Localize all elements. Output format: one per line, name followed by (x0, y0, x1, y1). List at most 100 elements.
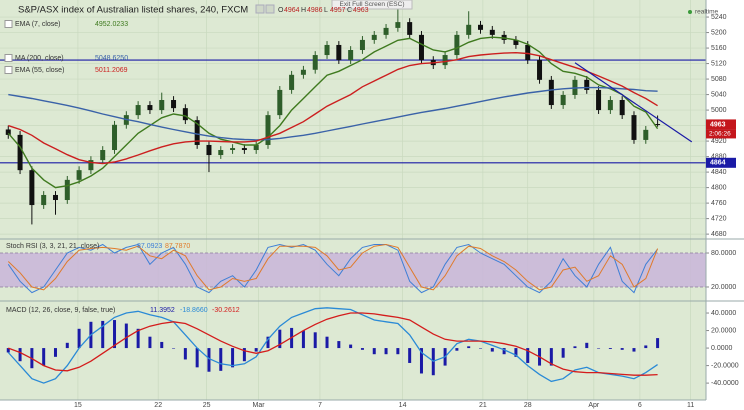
y-tick-label: 4840 (711, 169, 727, 176)
legend-checkbox[interactable] (4, 66, 13, 74)
legend-checkbox[interactable] (4, 54, 13, 62)
oscillator-line (7, 243, 658, 294)
x-tick-label: Apr (588, 402, 600, 409)
histogram-bar (502, 348, 506, 355)
y-tick-label: 4760 (711, 200, 727, 207)
candle-body (289, 74, 295, 90)
legend-value: 5011.2069 (95, 67, 128, 74)
status-label: realtime (695, 9, 719, 16)
candle-body (418, 34, 424, 61)
candle-body (596, 89, 602, 111)
hud: EMA (7, close) 4952.0233 MA (200, close) 50… (4, 7, 736, 314)
price-axis-background (706, 0, 744, 410)
candle-body (478, 24, 484, 30)
y-tick-label: 4880 (711, 153, 727, 160)
histogram-bar (549, 348, 553, 366)
y-tick-label: 80.0000 (711, 250, 736, 257)
legend-checkbox[interactable] (4, 20, 13, 28)
macd-line (8, 312, 658, 376)
histogram-bar (632, 348, 636, 352)
exit-button-label[interactable]: Exit Full Screen (ESC) (339, 1, 404, 8)
exit-button[interactable] (331, 0, 413, 10)
histogram-bar (65, 342, 69, 349)
histogram-bar (18, 348, 22, 362)
x-tick-label: 28 (524, 402, 532, 409)
histogram-bar (148, 336, 152, 349)
candle-body (17, 134, 23, 171)
ohlc-value: 4964 (284, 7, 300, 14)
legend-value: 4952.0233 (95, 21, 128, 28)
candle-body (336, 44, 342, 61)
panel-value: -30.2612 (212, 307, 240, 314)
x-tick-label: 14 (399, 402, 407, 409)
icon-box[interactable] (255, 4, 265, 14)
histogram-bar (455, 348, 459, 351)
histogram-bar (101, 320, 105, 349)
histogram-bar (172, 348, 176, 349)
candle-body (64, 179, 70, 201)
candle-body (395, 22, 401, 28)
candle-body (194, 120, 200, 145)
y-tick-label: 5200 (711, 29, 727, 36)
oscillator-line (7, 243, 659, 291)
panel-value: 87.7870 (165, 243, 190, 250)
candle-body (277, 89, 283, 116)
histogram-bar (136, 328, 140, 349)
x-tick-label: 25 (203, 402, 211, 409)
y-tick-label: -40.0000 (711, 380, 739, 387)
candle-body (348, 50, 354, 61)
histogram-bar (408, 348, 412, 363)
candle-body (442, 55, 448, 66)
histogram-bar (183, 348, 187, 360)
histogram-bar (396, 348, 400, 355)
candle-body (643, 129, 649, 140)
x-tick-label: 7 (318, 402, 322, 409)
candle-body (253, 144, 259, 151)
y-tick-label: 20.0000 (711, 327, 736, 334)
histogram-bar (419, 348, 423, 374)
last-price-label: 4963 (710, 121, 726, 128)
countdown-label: 2:06:26 (709, 131, 731, 138)
histogram-bar (207, 348, 211, 372)
trendline (574, 62, 693, 143)
x-tick-label: 11 (687, 402, 694, 409)
ohlc-letter: H (301, 7, 306, 14)
x-tick-label: 6 (638, 402, 642, 409)
candle-body (206, 144, 212, 156)
histogram-bar (644, 345, 648, 349)
candle-body (383, 27, 389, 35)
histogram-bar (585, 342, 589, 349)
histogram-bar (313, 332, 317, 349)
ohlc-letter: C (347, 7, 352, 14)
ohlc-letter: L (324, 7, 328, 14)
x-tick-label: 15 (74, 402, 82, 409)
histogram-bar (301, 330, 305, 349)
candle-body (88, 160, 94, 171)
legend-value: 5048.6250 (95, 55, 128, 62)
histogram-bar (608, 348, 612, 349)
x-tick-label: Mar (253, 402, 266, 409)
histogram-bar (124, 323, 128, 349)
candle-body (584, 79, 590, 90)
icon-box[interactable] (265, 4, 275, 14)
plot-background (0, 0, 706, 400)
histogram-bar (231, 348, 235, 368)
histogram-bar (160, 341, 164, 349)
y-tick-label: 4920 (711, 138, 727, 145)
status-dot (688, 10, 692, 14)
oscillator-band (0, 253, 706, 287)
y-tick-label: 5160 (711, 45, 727, 52)
legend-name: EMA (55, close) (15, 67, 64, 74)
histogram-bar (349, 344, 353, 349)
histogram-bar (514, 348, 518, 357)
candle-body (312, 55, 318, 70)
ohlc-letter: O (278, 7, 284, 14)
histogram-bar (242, 348, 246, 362)
candle-body (159, 100, 165, 111)
candle-body (41, 194, 47, 206)
y-tick-label: 0.0000 (711, 345, 733, 352)
histogram-bar (254, 348, 258, 352)
candle-body (371, 34, 377, 40)
candle-body (525, 44, 531, 61)
histogram-bar (526, 348, 530, 363)
